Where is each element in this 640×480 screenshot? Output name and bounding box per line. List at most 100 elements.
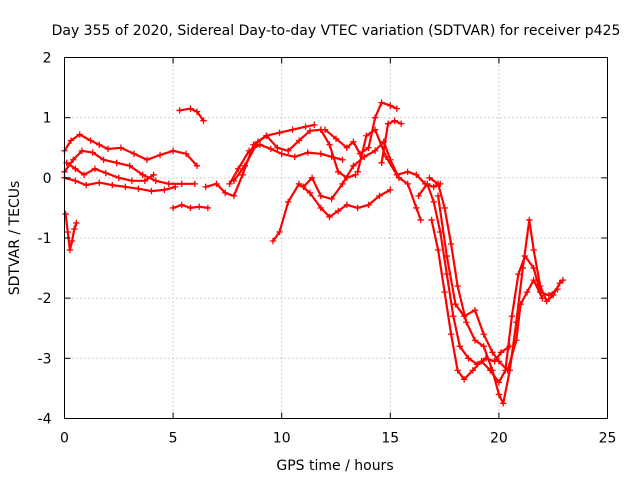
data-point	[447, 331, 455, 338]
data-point	[495, 358, 503, 365]
data-point	[463, 319, 470, 326]
data-point	[326, 213, 333, 221]
data-point	[91, 165, 99, 173]
series-arc-19	[434, 192, 546, 374]
data-point	[378, 99, 385, 106]
data-point	[526, 216, 533, 224]
data-point	[230, 177, 238, 185]
data-point	[306, 189, 314, 197]
data-point	[441, 204, 448, 212]
data-point	[62, 210, 69, 218]
data-point	[139, 171, 146, 179]
data-point	[556, 279, 563, 287]
series-arc-7	[176, 105, 207, 124]
data-point	[443, 270, 450, 278]
data-point	[311, 121, 318, 129]
data-point	[321, 126, 329, 133]
data-point	[515, 270, 522, 278]
series-line	[271, 182, 392, 243]
data-point	[78, 147, 86, 154]
series-line	[417, 182, 511, 366]
series-arc-15	[378, 117, 405, 166]
data-point	[454, 282, 461, 290]
data-point	[441, 288, 448, 296]
data-point	[447, 240, 455, 248]
data-point	[72, 165, 79, 173]
data-point	[130, 150, 138, 157]
series-line	[324, 101, 398, 155]
data-point	[504, 367, 511, 374]
data-point	[169, 204, 177, 212]
data-point	[165, 180, 172, 188]
data-point	[289, 126, 296, 133]
data-point	[452, 300, 459, 308]
data-point	[371, 126, 379, 133]
data-point	[417, 216, 424, 224]
data-point	[354, 204, 361, 212]
data-point	[68, 237, 76, 245]
data-point	[267, 145, 275, 153]
data-point	[308, 174, 316, 182]
data-point	[456, 343, 464, 350]
series-arc-12	[300, 138, 424, 224]
data-point	[326, 141, 333, 148]
series-arc-13	[321, 99, 401, 157]
data-point	[182, 150, 190, 157]
data-point	[523, 288, 531, 296]
chart-title: Day 355 of 2020, Sidereal Day-to-day VTE…	[52, 23, 621, 39]
y-tick-label: -2	[38, 291, 52, 307]
data-point	[317, 192, 324, 200]
data-point	[109, 181, 116, 189]
data-point	[350, 138, 357, 145]
data-point	[530, 276, 537, 284]
data-point	[430, 198, 437, 206]
data-point	[67, 137, 75, 144]
data-point	[71, 225, 78, 233]
data-point	[193, 108, 201, 115]
data-point	[143, 156, 151, 163]
data-point	[239, 171, 246, 179]
data-point	[371, 147, 379, 154]
data-point	[191, 180, 199, 188]
data-point	[539, 294, 546, 302]
data-point	[434, 180, 442, 188]
data-point	[413, 204, 420, 212]
data-point	[480, 343, 487, 350]
data-point	[193, 162, 201, 169]
data-point	[178, 201, 185, 209]
data-point	[382, 153, 390, 160]
x-axis-label: GPS time / hours	[276, 458, 393, 474]
data-point	[73, 219, 80, 227]
data-point	[317, 204, 324, 212]
data-point	[156, 151, 164, 159]
series-arc-6	[169, 201, 212, 212]
data-point	[454, 367, 461, 374]
y-axis-label: SDTVAR / TECUs	[7, 181, 23, 296]
data-point	[384, 120, 392, 127]
data-point	[66, 246, 74, 254]
y-tick-label: 1	[43, 111, 52, 127]
data-point	[343, 144, 351, 151]
grid-layer	[64, 57, 608, 419]
data-point	[426, 174, 433, 182]
data-point	[102, 169, 109, 177]
series-arc-17	[426, 174, 567, 407]
data-point	[471, 307, 479, 314]
data-point	[295, 180, 303, 188]
x-tick-label: 0	[60, 431, 69, 447]
data-point	[393, 171, 401, 179]
data-point	[222, 189, 229, 197]
data-point	[354, 168, 361, 176]
data-point	[302, 123, 309, 130]
data-point	[187, 105, 194, 112]
data-point	[465, 355, 472, 362]
data-point	[428, 216, 435, 224]
series-line	[437, 194, 544, 372]
data-point	[87, 137, 94, 144]
data-point	[387, 102, 394, 109]
data-point	[334, 207, 342, 215]
series-arc-9	[226, 141, 346, 188]
series-arc-14	[354, 126, 444, 191]
